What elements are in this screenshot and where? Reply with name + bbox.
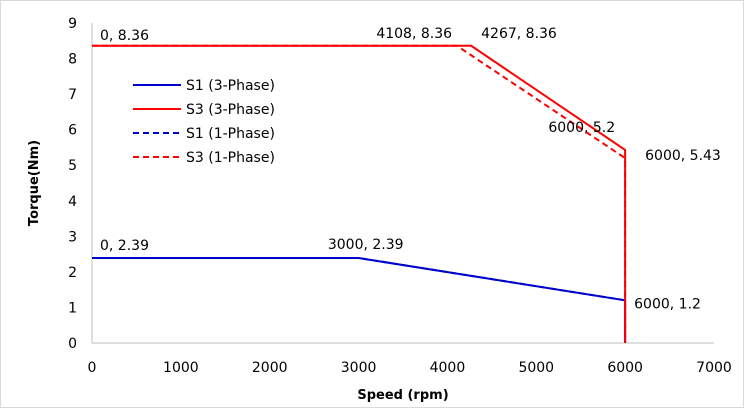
series-line-1	[92, 44, 627, 343]
x-tick-label-2: 2000	[252, 360, 288, 376]
y-tick-label-8: 8	[68, 52, 77, 68]
y-tick-label-1: 1	[68, 300, 77, 316]
legend-label-3: S3 (1-Phase)	[186, 150, 275, 166]
x-tick-label-5: 5000	[518, 360, 554, 376]
legend-label-2: S1 (1-Phase)	[186, 126, 275, 142]
legend-label-1: S3 (3-Phase)	[186, 102, 275, 118]
data-label-0: 0, 8.36	[100, 28, 149, 44]
series-line-3	[92, 44, 627, 343]
x-tick-label-3: 3000	[341, 360, 377, 376]
legend: S1 (3-Phase) S3 (3-Phase) S1 (1-Phase) S3 (…	[133, 78, 275, 166]
y-tick-label-3: 3	[68, 229, 77, 245]
data-label-7: 6000, 1.2	[634, 296, 701, 312]
x-axis-title: Speed (rpm)	[357, 388, 448, 403]
y-tick-label-5: 5	[68, 158, 77, 174]
y-tick-label-4: 4	[68, 194, 77, 210]
axes: 0 1000 2000 3000 4000 5000 6000 7000 0 1 2 3 4 5 6 7 8 9	[68, 16, 732, 376]
y-tick-label-0: 0	[68, 336, 77, 352]
data-label-2: 4267, 8.36	[481, 26, 557, 42]
data-label-3: 6000, 5.2	[548, 120, 615, 136]
data-label-1: 4108, 8.36	[376, 26, 452, 42]
y-tick-label-9: 9	[68, 16, 77, 32]
x-tick-label-6: 6000	[607, 360, 643, 376]
series-line-2	[92, 257, 627, 343]
annotations: 0, 8.36 4108, 8.36 4267, 8.36 6000, 5.2 6000…	[100, 26, 721, 313]
data-label-4: 6000, 5.43	[645, 148, 721, 164]
x-tick-label-0: 0	[88, 360, 97, 376]
data-label-5: 0, 2.39	[100, 238, 149, 254]
y-tick-label-7: 7	[68, 87, 77, 103]
legend-label-0: S1 (3-Phase)	[186, 78, 275, 94]
y-tick-label-6: 6	[68, 123, 77, 139]
y-tick-label-2: 2	[68, 265, 77, 281]
y-axis-title: Torque(Nm)	[27, 140, 42, 226]
x-tick-label-7: 7000	[696, 360, 732, 376]
series-line-0	[92, 257, 627, 343]
plot-area	[92, 44, 627, 343]
x-tick-label-1: 1000	[163, 360, 199, 376]
data-label-6: 3000, 2.39	[328, 237, 404, 253]
x-tick-label-4: 4000	[430, 360, 466, 376]
